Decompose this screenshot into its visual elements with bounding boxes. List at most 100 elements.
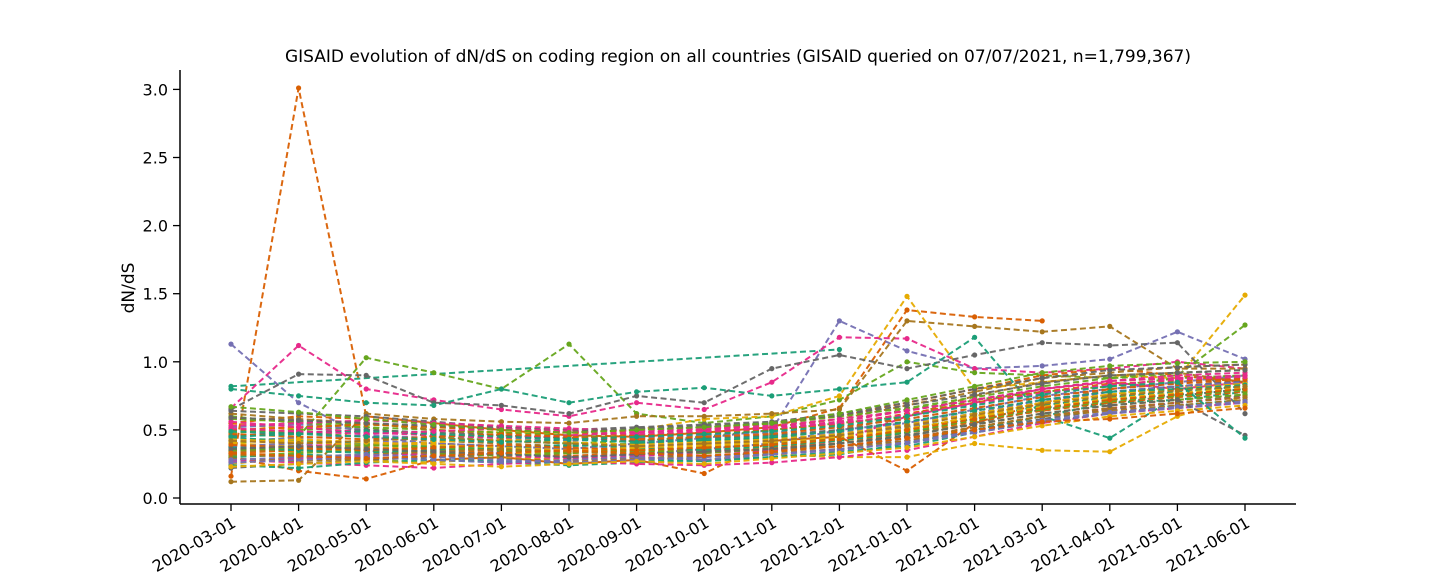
data-point	[1039, 329, 1045, 335]
data-point	[769, 434, 775, 440]
data-point	[769, 420, 775, 426]
data-point	[904, 336, 910, 342]
series-52	[228, 359, 1248, 436]
data-point	[498, 457, 504, 463]
series-line	[230, 374, 1246, 433]
data-point	[769, 438, 775, 444]
data-point	[904, 293, 910, 299]
series-line	[230, 363, 1246, 431]
data-point	[296, 393, 302, 399]
data-point	[634, 458, 640, 464]
series-line	[230, 348, 840, 388]
data-point	[836, 334, 843, 340]
series-line	[230, 382, 1246, 446]
data-point	[566, 430, 572, 436]
series-line	[230, 388, 1246, 452]
data-point	[904, 454, 910, 460]
data-point	[1174, 329, 1180, 335]
data-point	[498, 464, 504, 470]
data-point	[972, 383, 978, 389]
data-point	[1107, 397, 1113, 403]
data-point	[1107, 449, 1113, 455]
data-point	[701, 400, 707, 406]
data-point	[836, 423, 843, 429]
data-point	[1174, 387, 1180, 393]
data-point	[769, 428, 775, 434]
data-point	[1242, 374, 1248, 380]
data-point	[1039, 381, 1045, 387]
data-point	[904, 366, 910, 372]
data-point	[566, 440, 572, 447]
data-point	[498, 406, 504, 413]
data-point	[1107, 393, 1113, 399]
series-line	[230, 407, 1246, 460]
data-point	[296, 371, 302, 377]
data-point	[904, 379, 910, 385]
data-point	[228, 434, 234, 440]
series-line	[230, 386, 1246, 452]
data-point	[1174, 397, 1180, 403]
data-point	[836, 346, 843, 353]
series-line	[230, 401, 1246, 464]
data-point	[634, 389, 640, 395]
data-point	[1039, 318, 1045, 324]
data-point	[1242, 405, 1248, 411]
y-tick-label: 1.5	[143, 285, 168, 304]
data-point	[769, 379, 775, 385]
y-tick-label: 0.0	[143, 489, 168, 508]
data-point	[836, 386, 843, 392]
series-line	[230, 324, 1246, 445]
data-point	[701, 453, 707, 459]
data-point	[1107, 416, 1113, 422]
data-point	[904, 408, 910, 414]
data-point	[296, 342, 302, 349]
data-point	[904, 402, 910, 408]
data-point	[836, 428, 843, 434]
data-point	[904, 427, 910, 433]
data-point	[1039, 370, 1045, 376]
data-point	[296, 443, 302, 449]
data-point	[701, 413, 707, 419]
data-point	[972, 314, 978, 320]
data-point	[228, 408, 234, 414]
data-point	[363, 476, 369, 482]
data-point	[1039, 411, 1045, 417]
data-point	[972, 408, 978, 414]
data-point	[836, 318, 843, 324]
data-point	[634, 413, 640, 419]
y-tick-label: 1.0	[143, 353, 168, 372]
data-point	[904, 419, 910, 425]
data-point	[634, 393, 640, 399]
data-point	[296, 453, 302, 459]
data-point	[701, 431, 707, 437]
data-point	[1107, 383, 1113, 389]
data-point	[836, 352, 843, 358]
data-point	[836, 450, 843, 456]
data-point	[566, 420, 572, 426]
series-layer	[228, 85, 1248, 485]
data-point	[1174, 391, 1180, 398]
data-point	[1174, 360, 1180, 366]
data-point	[1174, 370, 1180, 376]
data-point	[296, 85, 302, 91]
series-line	[230, 335, 1246, 440]
data-point	[296, 477, 302, 483]
series-line	[230, 341, 1246, 415]
data-point	[836, 393, 843, 399]
data-point	[701, 461, 707, 467]
series-line	[230, 381, 1246, 444]
data-point	[1039, 375, 1045, 381]
data-point	[701, 406, 707, 413]
data-point	[769, 411, 775, 417]
data-point	[1174, 340, 1180, 346]
data-point	[836, 454, 843, 460]
data-point	[566, 341, 572, 347]
data-point	[769, 393, 775, 399]
data-point	[431, 461, 437, 467]
data-point	[566, 461, 572, 467]
data-point	[1242, 292, 1248, 298]
data-point	[431, 428, 437, 434]
data-point	[1242, 322, 1248, 328]
data-point	[1174, 411, 1180, 417]
